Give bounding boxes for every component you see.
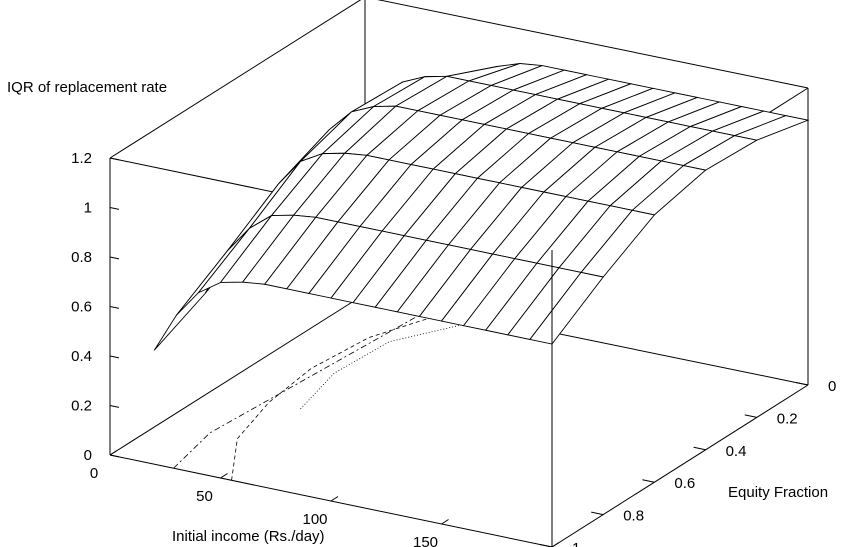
- y-tick-mark: [591, 511, 604, 516]
- z-tick-mark: [109, 256, 120, 260]
- y-tick-label: 0.6: [674, 475, 695, 492]
- z-tick-label: 0: [84, 447, 92, 464]
- x-tick-mark: [441, 519, 449, 525]
- y-tick-mark: [642, 479, 655, 483]
- contour-line: [173, 307, 433, 469]
- x-tick-mark: [220, 473, 228, 479]
- z-tick-mark: [109, 454, 120, 458]
- z-tick-mark: [109, 306, 120, 309]
- frame-edge: [551, 384, 809, 547]
- z-tick-mark: [109, 355, 120, 359]
- frame-edge: [377, 0, 809, 89]
- surface-mesh: [153, 63, 810, 351]
- z-tick-mark: [109, 207, 120, 210]
- z-tick-mark: [109, 405, 120, 408]
- frame-edge: [109, 293, 366, 456]
- y-tick-label: 0.2: [777, 410, 798, 427]
- x-tick-label: 100: [302, 511, 327, 528]
- y-tick-mark: [795, 382, 809, 386]
- z-tick-label: 1: [84, 200, 92, 217]
- x-tick-label: 50: [196, 488, 213, 505]
- z-axis-label: IQR of replacement rate: [7, 79, 167, 96]
- y-tick-mark: [693, 446, 706, 451]
- x-tick-label: 0: [90, 465, 98, 482]
- surface-cell: [529, 271, 604, 345]
- base-contours: [173, 307, 487, 481]
- z-tick-label: 0.2: [71, 398, 92, 415]
- y-tick-label: 0.4: [726, 443, 747, 460]
- x-tick-mark: [109, 450, 118, 456]
- y-tick-label: 0: [828, 378, 836, 395]
- y-axis-label: Equity Fraction: [728, 484, 828, 501]
- z-tick-label: 0.6: [71, 299, 92, 316]
- y-tick-label: 0.8: [623, 508, 644, 525]
- frame-edge: [109, 0, 362, 159]
- z-tick-label: 0.8: [71, 249, 92, 266]
- axis-ticks: 00.20.40.60.811.205010015020000.20.40.60…: [71, 150, 836, 547]
- z-tick-mark: [109, 157, 120, 161]
- x-tick-mark: [330, 496, 339, 502]
- x-tick-label: 150: [413, 534, 438, 547]
- z-tick-label: 1.2: [71, 150, 92, 167]
- y-tick-mark: [744, 414, 757, 418]
- x-tick-mark: [551, 542, 560, 547]
- x-axis-label: Initial income (Rs./day): [172, 528, 325, 545]
- contour-line: [300, 318, 487, 410]
- z-tick-label: 0.4: [71, 348, 92, 365]
- y-tick-label: 1: [572, 540, 580, 547]
- contour-line: [231, 311, 451, 481]
